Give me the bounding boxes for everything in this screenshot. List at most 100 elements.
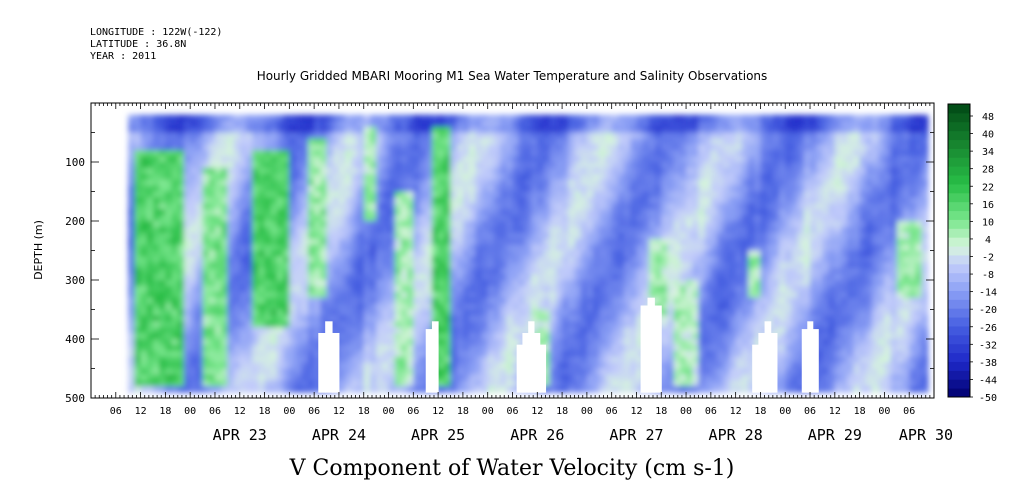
heatmap-cell [661, 144, 669, 151]
heatmap-cell [425, 197, 433, 205]
heatmap-cell [555, 274, 563, 281]
heatmap-cell [493, 262, 501, 269]
heatmap-cell [425, 285, 433, 293]
heatmap-cell [276, 167, 284, 175]
heatmap-cell [258, 380, 266, 387]
heatmap-cell [679, 386, 687, 393]
heatmap-cell [673, 114, 681, 122]
heatmap-cell [543, 138, 551, 146]
heatmap-cell [586, 309, 594, 317]
heatmap-cell [165, 209, 173, 216]
heatmap-cell [394, 327, 402, 334]
heatmap-cell [177, 185, 185, 193]
heatmap-cell [636, 362, 644, 370]
heatmap-cell [729, 256, 737, 264]
heatmap-cell [190, 291, 198, 299]
heatmap-cell [419, 297, 427, 305]
heatmap-cell [512, 215, 520, 222]
heatmap-cell [146, 226, 154, 234]
heatmap-cell [679, 280, 687, 287]
heatmap-cell [264, 327, 272, 334]
heatmap-cell [667, 321, 675, 328]
heatmap-cell [661, 309, 669, 317]
heatmap-cell [599, 350, 607, 358]
heatmap-cell [444, 215, 452, 222]
heatmap-cell [301, 162, 309, 169]
heatmap-cell [537, 209, 545, 216]
heatmap-cell [667, 285, 675, 293]
heatmap-cell [617, 368, 625, 376]
heatmap-cell [679, 244, 687, 252]
heatmap-cell [314, 191, 322, 199]
heatmap-cell [611, 285, 619, 293]
heatmap-cell [723, 362, 731, 370]
heatmap-cell [239, 321, 247, 328]
heatmap-cell [171, 150, 179, 157]
heatmap-cell [456, 297, 464, 305]
heatmap-cell [283, 156, 291, 163]
heatmap-cell [289, 179, 297, 187]
heatmap-cell [419, 368, 427, 376]
heatmap-cell [772, 156, 780, 163]
heatmap-cell [506, 120, 514, 128]
heatmap-cell [444, 209, 452, 216]
heatmap-cell [258, 339, 266, 346]
heatmap-cell [264, 274, 272, 281]
heatmap-cell [512, 150, 520, 157]
heatmap-cell [307, 209, 315, 216]
heatmap-cell [537, 221, 545, 228]
heatmap-cell [450, 356, 458, 364]
heatmap-cell [568, 173, 576, 181]
heatmap-cell [475, 380, 483, 387]
heatmap-cell [239, 386, 247, 393]
heatmap-cell [500, 191, 508, 199]
heatmap-cell [307, 126, 315, 134]
heatmap-cell [450, 333, 458, 340]
heatmap-cell [456, 114, 464, 122]
heatmap-cell [493, 350, 501, 358]
heatmap-cell [704, 232, 712, 240]
heatmap-cell [642, 173, 650, 181]
heatmap-cell [134, 197, 142, 205]
heatmap-cell [481, 386, 489, 393]
heatmap-cell [295, 250, 303, 258]
heatmap-cell [555, 315, 563, 323]
heatmap-cell [152, 344, 160, 352]
heatmap-cell [388, 285, 396, 293]
heatmap-cell [741, 209, 749, 216]
heatmap-cell [605, 162, 613, 169]
heatmap-cell [766, 238, 774, 246]
heatmap-cell [617, 221, 625, 228]
heatmap-cell [469, 309, 477, 317]
heatmap-cell [729, 221, 737, 228]
heatmap-cell [648, 114, 656, 122]
heatmap-cell [196, 150, 204, 157]
chart-title: Hourly Gridded MBARI Mooring M1 Sea Wate… [257, 69, 768, 83]
heatmap-cell [438, 126, 446, 134]
heatmap-cell [568, 297, 576, 305]
heatmap-cell [400, 191, 408, 199]
heatmap-cell [754, 221, 762, 228]
heatmap-cell [512, 262, 520, 269]
heatmap-cell [717, 244, 725, 252]
heatmap-cell [351, 179, 359, 187]
heatmap-cell [469, 362, 477, 370]
heatmap-cell [717, 380, 725, 387]
heatmap-cell [599, 291, 607, 299]
heatmap-cell [314, 120, 322, 128]
heatmap-cell [388, 162, 396, 169]
heatmap-cell [518, 185, 526, 193]
heatmap-cell [555, 238, 563, 246]
heatmap-cell [264, 191, 272, 199]
heatmap-cell [481, 285, 489, 293]
heatmap-cell [376, 221, 384, 228]
heatmap-cell [388, 374, 396, 382]
heatmap-cell [295, 191, 303, 199]
heatmap-cell [183, 362, 191, 370]
heatmap-cell [233, 132, 241, 140]
heatmap-cell [717, 262, 725, 269]
heatmap-cell [642, 167, 650, 175]
heatmap-cell [214, 156, 222, 163]
heatmap-cell [208, 238, 216, 246]
heatmap-cell [394, 232, 402, 240]
